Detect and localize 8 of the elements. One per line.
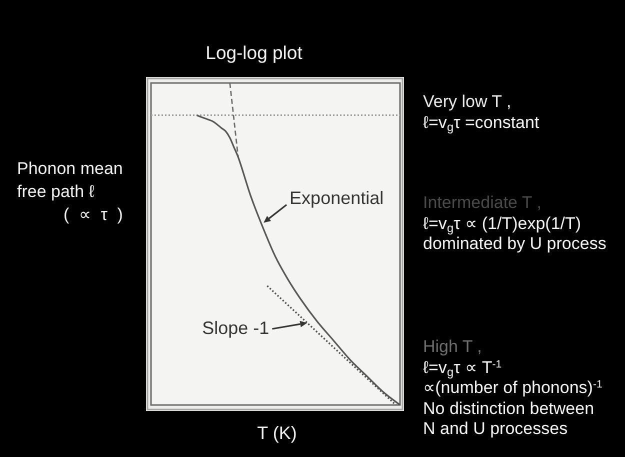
y-axis-title: Phonon mean free path ℓ ( ∝ τ ) bbox=[17, 158, 123, 226]
x-axis-title: T (K) bbox=[257, 423, 297, 443]
chart-title: Log-log plot bbox=[206, 42, 302, 63]
text: Intermediate T , ℓ=v$_{g}$τ ∝ (1/T)exp(1/T) dominated by U process bbox=[423, 193, 606, 254]
annotation: Exponential bbox=[290, 188, 384, 208]
text: High T , ℓ=v$_{g}$τ ∝ T$^{-1}$ ∝(number of phonons)$^{-1}$ No distinction between N and U processes bbox=[423, 337, 602, 438]
text: Very low T , ℓ=v$_{g}$τ =constant bbox=[423, 92, 540, 134]
annotation: Slope -1 bbox=[202, 318, 270, 338]
